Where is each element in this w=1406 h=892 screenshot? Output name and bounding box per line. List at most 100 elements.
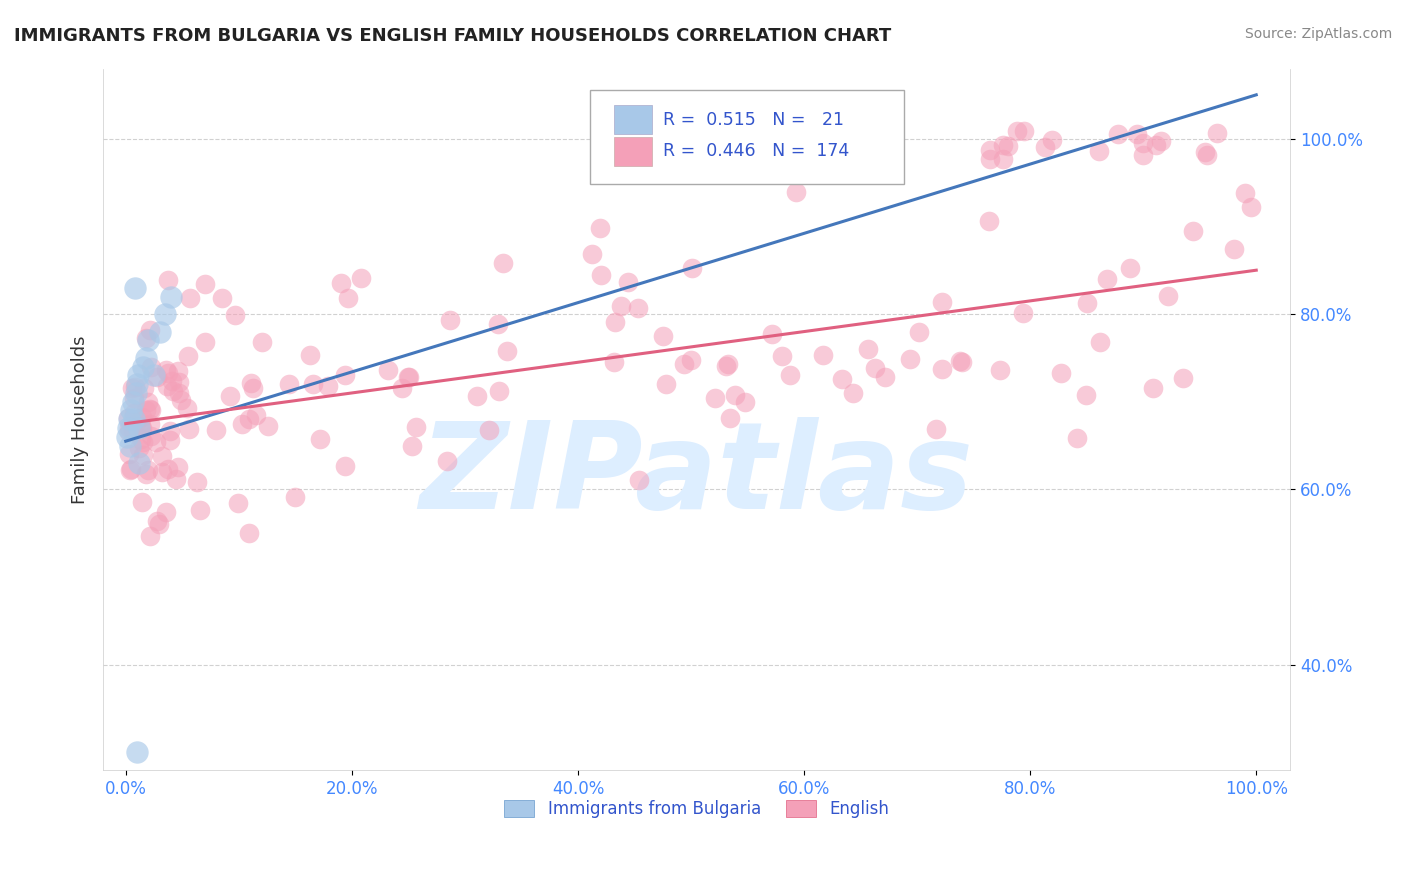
Point bbox=[950, 355, 973, 369]
Point bbox=[134, 381, 156, 395]
Point bbox=[436, 453, 458, 467]
Point bbox=[166, 364, 188, 378]
Point bbox=[194, 277, 217, 292]
Point bbox=[628, 473, 651, 487]
Point bbox=[118, 412, 141, 426]
Point bbox=[240, 376, 263, 391]
Point bbox=[907, 325, 929, 339]
Point bbox=[316, 379, 339, 393]
Point bbox=[439, 313, 461, 327]
Point bbox=[219, 389, 242, 403]
Point bbox=[120, 439, 142, 453]
Point bbox=[117, 447, 139, 461]
Point bbox=[138, 395, 160, 409]
Point bbox=[1066, 431, 1088, 445]
Point bbox=[155, 505, 177, 519]
Point bbox=[1171, 370, 1194, 384]
Point bbox=[1181, 223, 1204, 237]
Point bbox=[169, 375, 191, 389]
Point bbox=[652, 329, 675, 343]
Point bbox=[1107, 127, 1129, 141]
Point bbox=[679, 352, 702, 367]
Point bbox=[129, 432, 152, 446]
FancyBboxPatch shape bbox=[589, 89, 904, 185]
Point bbox=[401, 439, 423, 453]
Point bbox=[117, 411, 139, 425]
Point bbox=[162, 384, 184, 398]
Point bbox=[1014, 124, 1036, 138]
Point bbox=[478, 423, 501, 437]
Point bbox=[350, 271, 373, 285]
Point bbox=[177, 350, 200, 364]
Point bbox=[138, 402, 160, 417]
Text: R =  0.446   N =  174: R = 0.446 N = 174 bbox=[664, 143, 849, 161]
Point bbox=[121, 394, 143, 409]
Point bbox=[156, 379, 179, 393]
Point bbox=[863, 361, 886, 376]
Point bbox=[1150, 134, 1173, 148]
Point bbox=[121, 380, 143, 394]
Point bbox=[398, 370, 420, 384]
Point bbox=[465, 389, 488, 403]
Point bbox=[120, 462, 142, 476]
Point bbox=[159, 433, 181, 447]
Point bbox=[1076, 388, 1098, 402]
Point bbox=[124, 379, 146, 393]
Point bbox=[492, 256, 515, 270]
Point bbox=[1195, 147, 1218, 161]
Point bbox=[617, 275, 640, 289]
Point bbox=[139, 529, 162, 543]
Point bbox=[129, 420, 152, 434]
Point bbox=[128, 421, 150, 435]
Point bbox=[997, 138, 1019, 153]
Point bbox=[925, 422, 948, 436]
Point bbox=[135, 351, 157, 365]
Point bbox=[131, 494, 153, 508]
Point bbox=[333, 368, 356, 382]
Point bbox=[231, 417, 253, 431]
Point bbox=[136, 463, 159, 477]
Point bbox=[145, 514, 167, 528]
Point bbox=[131, 359, 153, 374]
Point bbox=[167, 386, 190, 401]
Legend: Immigrants from Bulgaria, English: Immigrants from Bulgaria, English bbox=[498, 793, 896, 825]
Y-axis label: Family Households: Family Households bbox=[72, 335, 89, 503]
Point bbox=[299, 348, 322, 362]
Point bbox=[488, 384, 510, 398]
Point bbox=[391, 381, 413, 395]
Point bbox=[124, 281, 146, 295]
Point bbox=[1095, 272, 1118, 286]
Point bbox=[145, 435, 167, 450]
Point bbox=[1205, 126, 1227, 140]
Point bbox=[211, 291, 233, 305]
Point bbox=[149, 325, 172, 339]
Point bbox=[125, 386, 148, 401]
Point bbox=[148, 517, 170, 532]
Point bbox=[337, 291, 360, 305]
Text: IMMIGRANTS FROM BULGARIA VS ENGLISH FAMILY HOUSEHOLDS CORRELATION CHART: IMMIGRANTS FROM BULGARIA VS ENGLISH FAMI… bbox=[14, 27, 891, 45]
Point bbox=[1050, 366, 1073, 380]
Point bbox=[703, 391, 725, 405]
Text: Source: ZipAtlas.com: Source: ZipAtlas.com bbox=[1244, 27, 1392, 41]
Point bbox=[124, 391, 146, 405]
Point bbox=[155, 363, 177, 377]
Point bbox=[931, 362, 953, 376]
Point bbox=[761, 326, 783, 341]
Point bbox=[166, 460, 188, 475]
Point bbox=[785, 185, 807, 199]
Point bbox=[162, 374, 184, 388]
Point bbox=[125, 377, 148, 392]
Point bbox=[1223, 242, 1246, 256]
Point bbox=[831, 371, 853, 385]
Point bbox=[252, 334, 274, 349]
Point bbox=[122, 405, 145, 419]
Point bbox=[718, 410, 741, 425]
Point bbox=[226, 495, 249, 509]
Point bbox=[1194, 145, 1216, 159]
Point bbox=[224, 309, 246, 323]
Point bbox=[176, 401, 198, 416]
Point bbox=[979, 153, 1001, 167]
Point bbox=[717, 358, 740, 372]
Point bbox=[977, 214, 1000, 228]
Point bbox=[118, 425, 141, 439]
